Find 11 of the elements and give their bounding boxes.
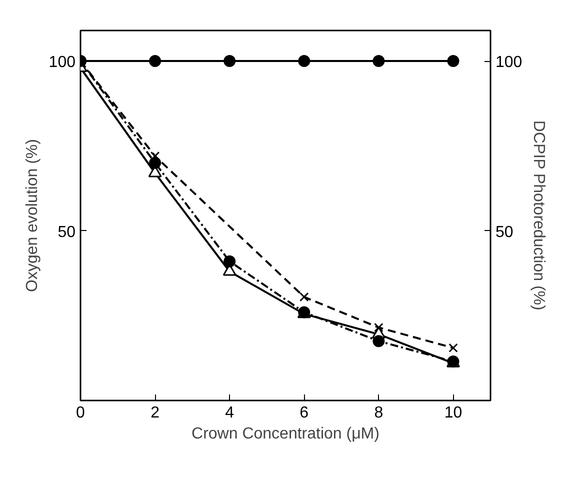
- x-axis-title: Crown Concentration (μM): [192, 426, 380, 442]
- x-tick-label: 0: [76, 404, 86, 422]
- x-tick-label: 8: [374, 404, 384, 422]
- x-tick-label: 4: [225, 404, 234, 422]
- y2-tick-label: 50: [496, 224, 514, 241]
- y-axis-title: Oxygen evolution (%): [24, 139, 41, 292]
- y2-axis-title: DCPIP Photoreduction (%): [530, 120, 548, 310]
- x-tick-label: 10: [444, 404, 462, 422]
- y2-tick-label: 100: [496, 54, 522, 72]
- x-tick-label: 6: [300, 404, 309, 422]
- x-tick-label: 2: [150, 404, 160, 422]
